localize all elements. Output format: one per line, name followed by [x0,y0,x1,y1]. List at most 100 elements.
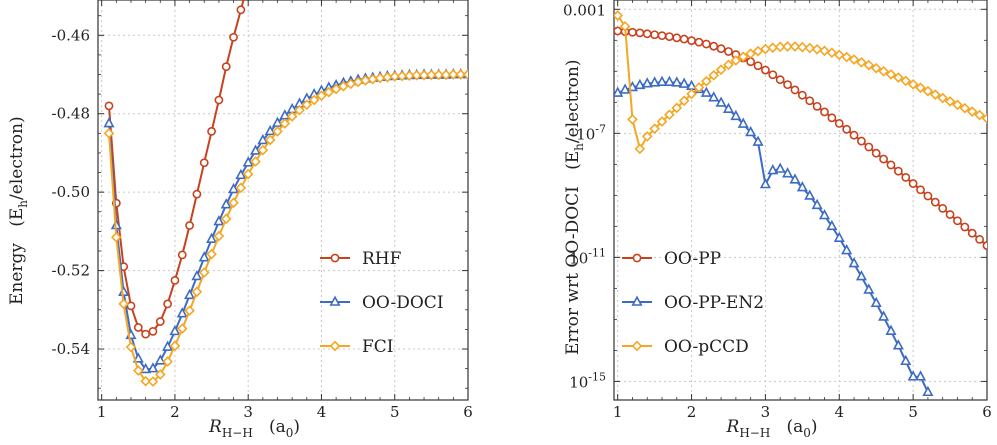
data-point [257,144,269,156]
x-axis-title-part: H−H [222,426,253,440]
data-point [389,71,401,82]
data-point [627,114,638,125]
data-point [163,299,173,309]
panel-2-legend: OO-PP OO-PP-EN2 OO-pCCD [622,249,764,357]
data-point [804,189,816,200]
data-point [185,221,194,230]
y-axis-title-part: (E [563,151,583,170]
data-point [746,57,756,67]
data-point [687,36,696,46]
series-line [617,30,987,247]
data-point [774,41,786,53]
data-point [701,39,711,49]
data-point [103,117,115,128]
data-point [716,44,726,54]
data-point [833,231,845,242]
data-point [901,172,911,182]
x-tick-label: 2 [170,403,180,421]
data-point [864,142,874,152]
data-point [914,370,927,381]
data-point [404,70,415,82]
data-point [418,69,430,81]
data-point [856,56,867,68]
legend-item: OO-DOCI [320,293,444,313]
data-point [634,78,646,90]
data-point [841,51,852,63]
data-point [103,128,115,139]
data-point [148,326,158,336]
legend-marker [631,340,643,352]
data-point [235,168,247,180]
data-point [104,101,114,111]
data-point [907,79,919,90]
panel-2: 1 2 3 4 5 610-1510-1110-70.001OO-PPOO-PP-EN2O… [563,0,992,440]
data-point [140,375,151,387]
x-tick-label: 1 [613,403,623,421]
data-point [797,41,808,53]
data-point [184,288,196,300]
data-point [118,298,129,310]
data-point [272,126,283,137]
data-point [857,136,866,146]
data-point [937,92,949,104]
y-tick-label: -0.54 [52,340,90,358]
data-point [338,80,349,92]
legend-marker [330,253,340,263]
data-point [650,30,660,40]
y-tick-label: -0.52 [52,262,90,280]
data-point [147,376,159,387]
data-point [863,59,875,71]
data-point [915,82,926,94]
data-point [426,69,437,81]
data-point [922,85,934,97]
data-point [715,96,727,107]
data-point [752,135,764,146]
panel-1: 1 2 3 4 5 6 -0.54 -0.52 -0.50 -0.48 -0.46 RHF OO-DOC… [7,0,473,440]
data-point [229,32,238,42]
data-point [724,47,733,56]
data-point [286,111,298,122]
x-axis-title-part: (a [770,417,803,437]
x-axis-title-part: 0 [803,426,811,440]
data-point [214,95,224,105]
y-tick-label-exponent: -11 [588,246,606,259]
data-point [900,354,912,366]
x-axis-title-part: R [208,417,222,437]
data-point [834,119,844,128]
x-tick-label: 5 [908,403,918,421]
data-point [614,86,624,97]
panel-1-plot-area [103,0,468,387]
data-point [708,70,720,81]
data-point [242,156,254,167]
x-tick-label: 1 [97,403,107,421]
data-point [775,75,785,85]
data-point [228,197,239,209]
data-point [440,69,452,81]
data-point [879,154,888,164]
data-point [700,86,712,97]
data-point [191,269,203,281]
data-point [678,77,690,88]
legend-label: OO-DOCI [362,293,444,313]
data-point [841,244,853,255]
data-point [885,324,897,335]
data-point [842,124,852,134]
data-point [242,168,254,180]
data-point [811,43,823,55]
data-point [789,173,801,184]
data-point [176,307,188,318]
data-point [249,144,262,155]
data-point [411,69,423,81]
data-point [715,64,727,76]
data-point [886,160,896,170]
data-point [833,49,845,61]
series-oo-pccd [614,10,987,155]
series-line [108,73,468,383]
series-line [108,0,245,336]
legend-marker [329,295,341,306]
data-point [982,241,987,250]
data-point [671,76,683,87]
data-point [797,90,807,100]
data-point [768,70,778,80]
